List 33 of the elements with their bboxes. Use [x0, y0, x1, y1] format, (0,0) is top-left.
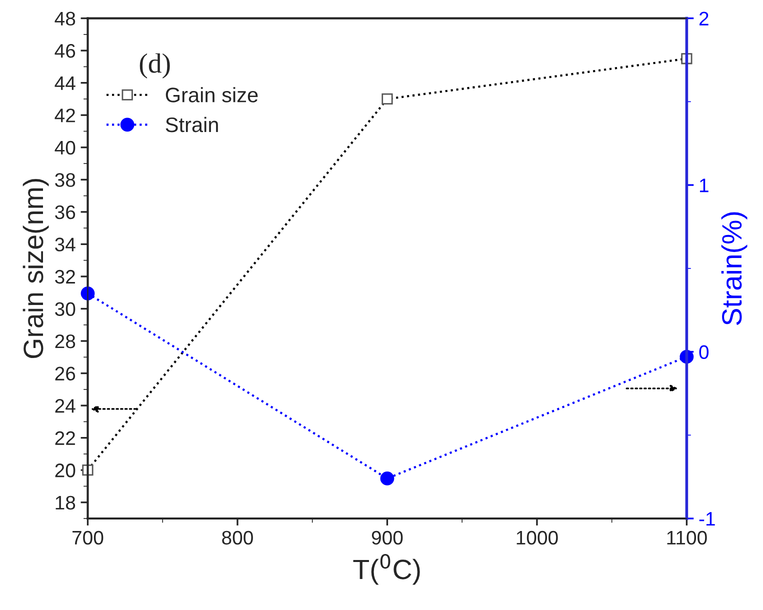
y2-tick-label: 0 [699, 345, 709, 360]
y-tick-label: 44 [54, 76, 76, 90]
y2-axis-title: Strain(%) [721, 212, 748, 326]
point [80, 286, 95, 300]
y-tick-label: 48 [54, 12, 76, 26]
y-axis-title: Grain size(nm) [22, 179, 49, 358]
y-tick-label: 22 [55, 431, 75, 445]
point [380, 472, 394, 486]
y-tick-label: 28 [55, 334, 76, 348]
legend-label: Grain size [166, 87, 258, 102]
y-tick-label: 18 [56, 496, 76, 510]
legend-label: Strain [166, 116, 218, 132]
y-tick-label: 26 [55, 366, 76, 381]
y-tick-label: 38 [55, 173, 76, 187]
y-tick-label: 36 [55, 205, 76, 220]
y-tick-label: 34 [55, 238, 76, 252]
y-tick-label: 20 [55, 464, 76, 478]
x-tick-label: 1000 [516, 530, 558, 545]
x-axis-title: T($^{0}$C) [353, 554, 420, 585]
x-tick-label: 700 [72, 530, 104, 545]
y-tick-label: 24 [55, 399, 76, 413]
y-tick-label: 40 [54, 140, 76, 155]
y-tick-label: 30 [55, 302, 76, 316]
x-tick-label: 900 [372, 530, 403, 545]
y-tick-label: 42 [54, 108, 75, 122]
y-tick-label: 32 [55, 270, 75, 284]
y2-tick-label: -1 [699, 512, 715, 526]
x-tick-label: 1100 [667, 530, 707, 545]
annotation: (d) [140, 53, 170, 79]
y2-tick-label: 1 [700, 178, 708, 192]
y-tick-label: 46 [54, 44, 76, 58]
x-tick-label: 800 [222, 530, 253, 545]
y2-tick-label: 2 [699, 12, 708, 26]
